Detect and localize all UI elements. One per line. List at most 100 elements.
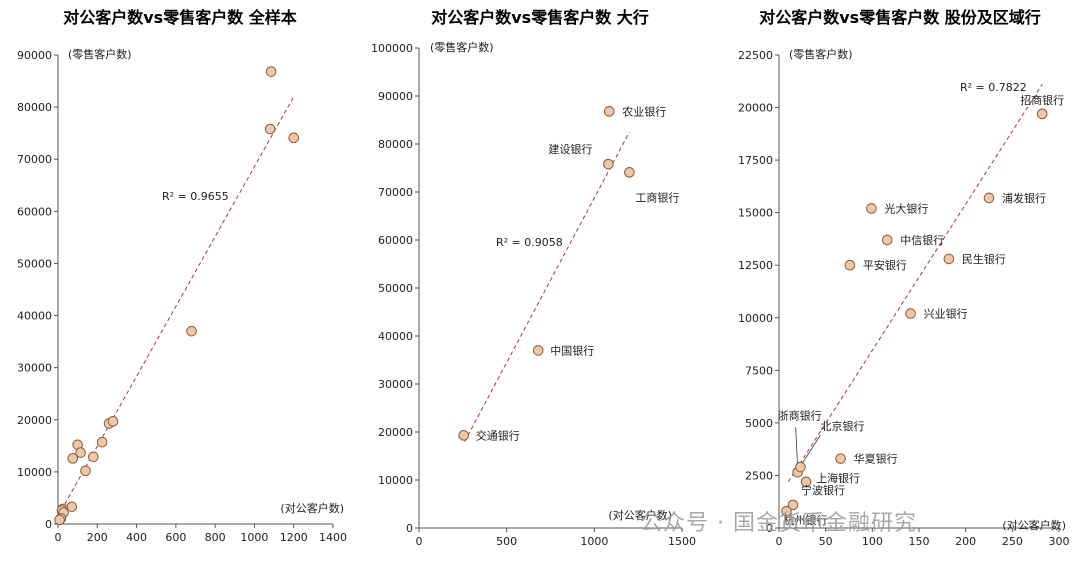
x-tick-label: 200: [955, 535, 976, 548]
scatter-point: [80, 465, 91, 477]
scatter-point: [844, 259, 856, 271]
x-tick-label: 150: [909, 535, 930, 548]
scatter-chart-big-banks: 0100002000030000400005000060000700008000…: [371, 40, 696, 548]
y-axis-label: (零售客户数): [68, 47, 132, 61]
scatter-point: [88, 451, 99, 463]
y-tick-label: 22500: [738, 49, 773, 62]
x-tick-label: 50: [819, 535, 833, 548]
x-tick-label: 600: [165, 531, 186, 544]
scatter-point: [983, 192, 995, 204]
x-tick-label: 0: [416, 535, 423, 548]
y-tick-label: 12500: [738, 259, 773, 272]
x-tick-label: 0: [776, 535, 783, 548]
x-tick-label: 1400: [319, 531, 347, 544]
x-axis-label: (对公客户数): [280, 501, 344, 515]
point-label: 杭州银行: [783, 513, 827, 527]
scatter-point: [186, 325, 197, 337]
scatter-point: [835, 453, 846, 464]
point-label: 光大银行: [884, 201, 928, 215]
point-label: 建设银行: [548, 142, 592, 156]
y-tick-label: 90000: [17, 49, 52, 62]
y-tick-label: 10000: [738, 312, 773, 325]
y-tick-label: 20000: [17, 414, 52, 427]
r-squared-label: R² = 0.9655: [162, 190, 229, 203]
y-tick-label: 20000: [378, 426, 413, 439]
chart-panel-big-banks: 对公客户数vs零售客户数 大行 0 10000 20000 30000 40000 500…: [360, 0, 720, 562]
scatter-point: [881, 234, 893, 246]
label-leader-line: [802, 434, 821, 464]
y-tick-label: 10000: [378, 474, 413, 487]
scatter-point: [905, 308, 916, 319]
point-label: 中信银行: [900, 233, 944, 247]
point-label: 北京银行: [820, 419, 864, 433]
scatter-chart-all: 0100002000030000400005000060000700008000…: [17, 47, 347, 544]
x-tick-label: 200: [87, 531, 108, 544]
point-label: 宁波银行: [801, 483, 845, 497]
x-tick-label: 0: [55, 531, 62, 544]
y-tick-label: 7500: [745, 364, 773, 377]
scatter-point: [66, 501, 78, 513]
scatter-point: [107, 416, 119, 427]
x-tick-label: 1000: [240, 531, 268, 544]
point-label: 上海银行: [816, 471, 860, 485]
chart-panel-joint-stock: 对公客户数vs零售客户数 股份及区域行 0 2500 5000 7500 10000 12…: [720, 0, 1080, 562]
point-label: 交通银行: [476, 428, 520, 442]
point-label: 浦发银行: [1002, 191, 1046, 205]
scatter-point: [54, 514, 65, 526]
scatter-point: [265, 66, 277, 77]
y-tick-label: 30000: [17, 362, 52, 375]
y-tick-label: 90000: [378, 90, 413, 103]
x-tick-label: 400: [126, 531, 147, 544]
y-tick-label: 70000: [17, 153, 52, 166]
scatter-point: [795, 461, 806, 473]
chart-title-big-banks: 对公客户数vs零售客户数 大行: [431, 8, 649, 27]
scatter-point: [781, 505, 792, 517]
point-label: 招商银行: [1020, 93, 1064, 107]
x-tick-label: 800: [205, 531, 226, 544]
scatter-point: [787, 499, 799, 511]
watermark: 公众号 · 国金货币金融研究: [640, 511, 917, 536]
chart-title-all: 对公客户数vs零售客户数 全样本: [63, 8, 297, 27]
scatter-point: [624, 167, 635, 178]
y-tick-label: 50000: [378, 282, 413, 295]
point-label: 平安银行: [863, 258, 907, 272]
y-tick-label: 60000: [17, 205, 52, 218]
scatter-point: [1036, 108, 1048, 120]
point-label: 民生银行: [962, 252, 1006, 266]
label-leader-line: [795, 427, 799, 469]
point-label: 华夏银行: [854, 452, 898, 466]
scatter-point: [264, 123, 276, 135]
scatter-point: [866, 203, 877, 214]
trend-line: [57, 96, 295, 517]
r-squared-label: R² = 0.9058: [496, 236, 563, 249]
x-tick-label: 300: [1049, 535, 1070, 548]
y-tick-label: 0: [766, 522, 773, 535]
y-tick-label: 0: [45, 518, 52, 531]
y-tick-label: 0: [406, 522, 413, 535]
scatter-chart-joint-stock: 0250050007500100001250015000175002000022…: [738, 47, 1070, 548]
scatter-point: [943, 253, 955, 265]
x-axis-label: (对公客户数): [608, 508, 672, 522]
x-tick-label: 100: [862, 535, 883, 548]
x-tick-label: 1000: [580, 535, 608, 548]
y-tick-label: 50000: [17, 257, 52, 270]
point-label: 工商银行: [635, 190, 679, 204]
scatter-point: [458, 430, 470, 441]
scatter-point: [800, 476, 812, 488]
point-label: 农业银行: [622, 104, 666, 118]
y-tick-label: 15000: [738, 207, 773, 220]
y-tick-label: 80000: [378, 138, 413, 151]
y-tick-label: 80000: [17, 101, 52, 114]
scatter-point: [288, 132, 300, 144]
chart-panel-all: 对公客户数vs零售客户数 全样本 0 10000 20000 30000 40000 50…: [0, 0, 360, 562]
scatter-point: [67, 453, 79, 464]
scatter-point: [75, 447, 86, 458]
point-label: 浙商银行: [778, 408, 822, 422]
x-tick-label: 250: [1002, 535, 1023, 548]
scatter-point: [603, 158, 614, 170]
y-tick-label: 5000: [745, 417, 773, 430]
trend-line: [787, 84, 1043, 483]
y-tick-label: 70000: [378, 186, 413, 199]
y-axis-label: (零售客户数): [789, 47, 853, 61]
scatter-point: [603, 106, 615, 117]
